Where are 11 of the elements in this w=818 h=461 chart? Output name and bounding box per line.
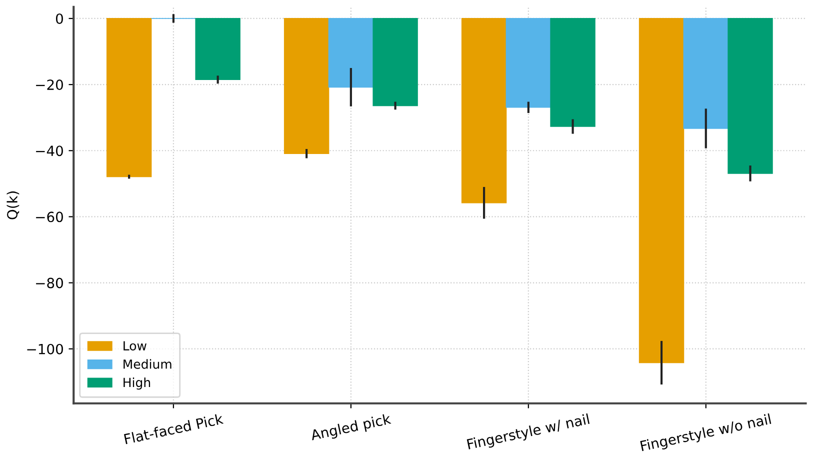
legend-label: Low <box>124 341 146 351</box>
y-tick-label: 0 <box>56 13 63 24</box>
y-axis-title: Q(k) <box>6 191 20 220</box>
y-tick-label: −40 <box>36 146 63 156</box>
y-tick-label: −60 <box>36 212 63 222</box>
legend-label: High <box>124 378 150 390</box>
y-tick-label: −80 <box>36 278 63 288</box>
y-tick-label: −100 <box>27 344 63 354</box>
y-tick-label: −20 <box>36 80 63 90</box>
legend-label: Medium <box>124 359 172 369</box>
x-tick-label: Angled pick <box>310 413 392 444</box>
